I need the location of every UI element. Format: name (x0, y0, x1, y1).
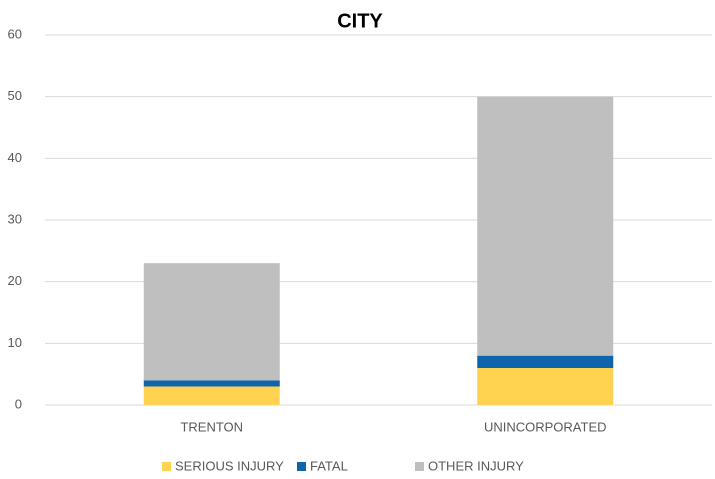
legend-label: FATAL (310, 458, 348, 473)
bar-segment (143, 386, 280, 405)
legend-swatch (162, 462, 171, 471)
y-tick-label: 60 (8, 26, 22, 41)
x-tick-label: TRENTON (180, 419, 243, 434)
bar-segment (143, 263, 280, 381)
bar-segment (477, 96, 614, 356)
x-tick-label: UNINCORPORATED (484, 419, 607, 434)
legend-label: OTHER INJURY (428, 458, 524, 473)
y-tick-label: 50 (8, 88, 22, 103)
bar-segment (477, 355, 614, 368)
y-tick-label: 30 (8, 211, 22, 226)
y-tick-label: 20 (8, 273, 22, 288)
bar-segment (477, 368, 614, 405)
legend-label: SERIOUS INJURY (175, 458, 284, 473)
y-tick-label: 0 (15, 396, 22, 411)
bar-segment (143, 380, 280, 387)
chart-title: CITY (337, 10, 383, 32)
y-tick-label: 40 (8, 150, 22, 165)
y-tick-label: 10 (8, 335, 22, 350)
legend-swatch (297, 462, 306, 471)
legend-swatch (415, 462, 424, 471)
